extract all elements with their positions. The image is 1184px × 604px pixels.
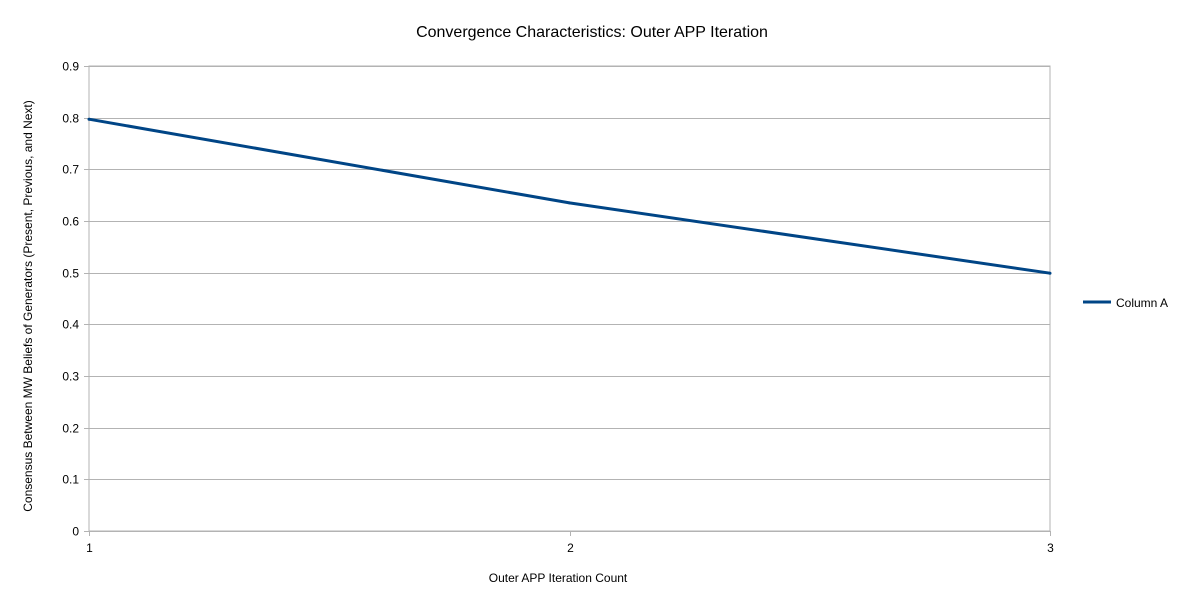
y-tick-label: 0.6	[62, 215, 79, 229]
legend-label: Column A	[1116, 296, 1168, 310]
plot-area	[88, 65, 1051, 532]
y-axis: 0 0.1 0.2 0.3 0.4 0.5 0.6 0.7 0.8 0.9	[62, 60, 89, 539]
data-point	[1048, 271, 1052, 275]
gridlines	[89, 66, 1050, 532]
series-line	[88, 117, 1051, 275]
x-tick-label: 3	[1047, 541, 1054, 555]
y-tick-label: 0.8	[62, 112, 79, 126]
y-tick-label: 0.9	[62, 60, 79, 74]
x-tick-label: 2	[567, 541, 574, 555]
y-tick-label: 0	[72, 525, 79, 539]
legend: Column A	[1083, 296, 1168, 310]
x-tick-label: 1	[86, 541, 93, 555]
x-axis-label: Outer APP Iteration Count	[489, 571, 628, 585]
y-tick-label: 0.4	[62, 318, 79, 332]
x-axis: 1 2 3	[86, 531, 1054, 555]
chart-title: Convergence Characteristics: Outer APP I…	[416, 24, 768, 41]
y-tick-label: 0.5	[62, 267, 79, 281]
series-layer	[87, 117, 1052, 275]
y-tick-label: 0.7	[62, 163, 79, 177]
y-axis-label: Consensus Between MW Beliefs of Generato…	[21, 100, 35, 512]
y-tick-label: 0.3	[62, 370, 79, 384]
y-tick-label: 0.1	[62, 473, 79, 487]
data-point	[568, 201, 571, 205]
y-tick-label: 0.2	[62, 422, 79, 436]
data-point	[87, 117, 91, 121]
